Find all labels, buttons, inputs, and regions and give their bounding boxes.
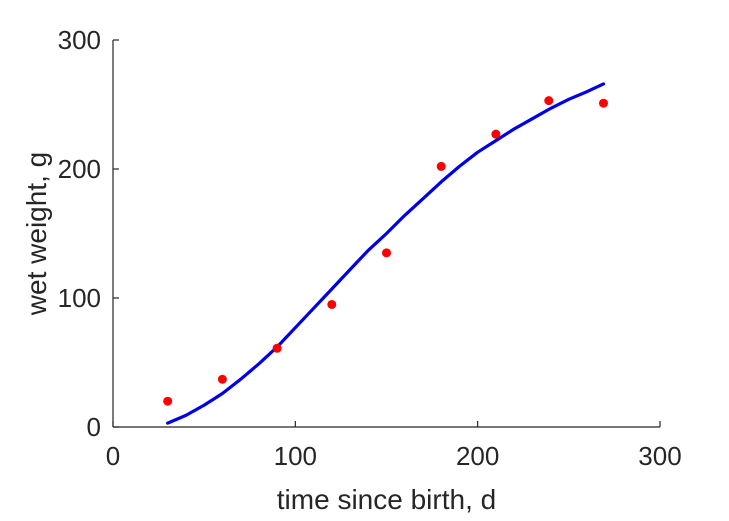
data-point	[217, 374, 227, 384]
x-tick-label: 0	[106, 441, 120, 471]
data-points-group	[163, 96, 608, 406]
fit-curve-group	[166, 82, 606, 425]
y-axis-label: wet weight, g	[21, 152, 52, 316]
data-point	[436, 161, 446, 171]
y-tick-label: 100	[58, 283, 101, 313]
data-point	[327, 299, 337, 309]
fit-curve-line	[166, 82, 606, 425]
data-point	[382, 248, 391, 258]
y-tick-label: 0	[87, 412, 101, 442]
x-tick-label: 300	[638, 441, 681, 471]
data-point	[272, 343, 282, 353]
x-tick-label: 200	[456, 441, 499, 471]
data-point	[491, 129, 501, 139]
axes	[112, 39, 661, 428]
data-point	[163, 396, 173, 406]
data-point	[544, 96, 554, 106]
x-tick-label: 100	[274, 441, 317, 471]
x-axis-label: time since birth, d	[277, 484, 496, 515]
tick-labels-group: 0 100 200 300 0 100 200 300	[58, 25, 682, 471]
y-tick-label: 200	[58, 154, 101, 184]
data-point	[598, 98, 608, 108]
y-tick-label: 300	[58, 25, 101, 55]
